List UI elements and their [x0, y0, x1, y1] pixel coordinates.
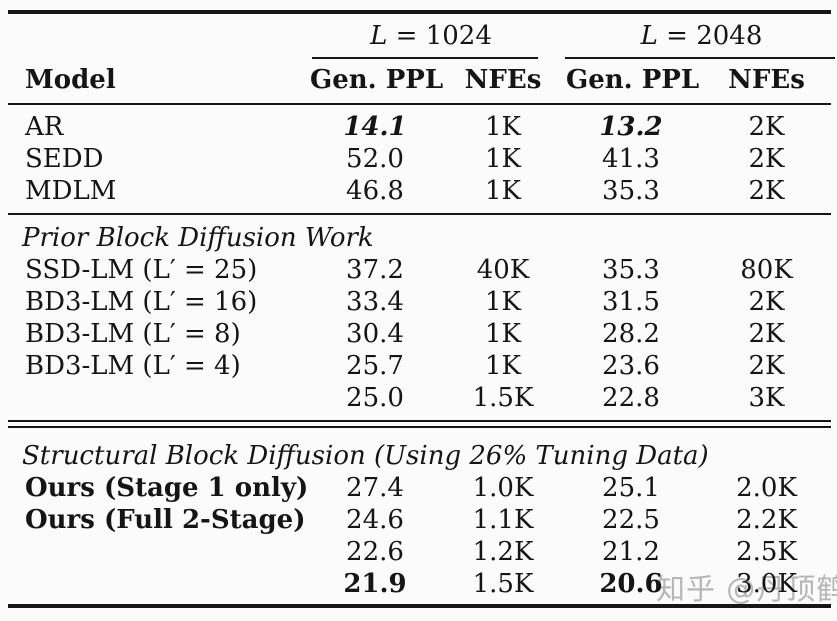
double-rule-lower	[8, 426, 831, 428]
cmidrule-l1024	[312, 57, 538, 59]
value-cell: 21.9	[343, 569, 407, 599]
table-section: Structural Block Diffusion (Using 26% Tu…	[0, 440, 837, 600]
value-cell: 24.6	[346, 505, 404, 535]
value-cell: 33.4	[346, 287, 404, 317]
column-group-l2048: L = 2048	[640, 21, 763, 51]
value-cell: 3.0K	[736, 569, 797, 599]
table-row: AR 14.1 1K 13.2 2K	[0, 111, 837, 143]
model-label: Ours (Full 2-Stage)	[25, 505, 306, 535]
value-cell: 22.6	[346, 537, 404, 567]
value-cell: 2K	[748, 287, 785, 317]
value-cell: 1.5K	[472, 383, 534, 413]
model-label: AR	[25, 112, 64, 142]
table-section: AR 14.1 1K 13.2 2K SEDD 52.0 1K 41.3 2K MDLM 46.8 1K…	[0, 111, 837, 207]
model-label: SEDD	[25, 144, 104, 174]
value-cell: 21.2	[602, 537, 660, 567]
value-cell: 25.1	[602, 473, 660, 503]
table-row: Ours (Full 2-Stage) 24.6 1.1K 22.5 2.2K	[0, 504, 837, 536]
table-row: BD3-LM (L′ = 8) 30.4 1K 28.2 2K	[0, 318, 837, 350]
value-cell: 1.0K	[472, 473, 534, 503]
value-cell: 46.8	[346, 176, 404, 206]
value-cell: 2K	[748, 144, 785, 174]
value-cell: 52.0	[346, 144, 404, 174]
value-cell: 3K	[748, 383, 785, 413]
value-cell: 35.3	[602, 176, 660, 206]
value-cell: 2K	[748, 176, 785, 206]
value-cell: 41.3	[602, 144, 660, 174]
value-cell: 40K	[476, 255, 530, 285]
value-cell: 22.5	[602, 505, 660, 535]
nfes-header-2: NFEs	[728, 65, 805, 95]
double-rule-upper	[8, 420, 831, 422]
table-row: Ours (Stage 1 only) 27.4 1.0K 25.1 2.0K	[0, 472, 837, 504]
model-label: Ours (Stage 1 only)	[25, 473, 309, 503]
value-cell: 80K	[740, 255, 793, 285]
value-cell: 1K	[485, 351, 521, 381]
value-cell: 2K	[748, 319, 785, 349]
cmidrule-l2048	[565, 57, 835, 59]
model-label	[0, 536, 310, 568]
value-cell: 1K	[485, 287, 521, 317]
header-rule	[8, 103, 831, 105]
model-label	[0, 382, 310, 414]
model-label: BD3-LM (L′ = 4)	[25, 351, 241, 381]
nfes-header-1: NFEs	[464, 65, 542, 95]
value-cell: 35.3	[602, 255, 660, 285]
section-title: Prior Block Diffusion Work	[22, 223, 374, 253]
value-cell: 28.2	[602, 319, 660, 349]
model-label: SSD-LM (L′ = 25)	[25, 255, 258, 285]
model-label: BD3-LM (L′ = 16)	[25, 287, 258, 317]
gen-ppl-header-2: Gen. PPL	[566, 65, 700, 95]
value-cell: 2.5K	[736, 537, 797, 567]
watermark: 知乎 @丹顶鹤	[656, 572, 837, 606]
value-cell: 2.2K	[736, 505, 797, 535]
value-cell: 30.4	[346, 319, 404, 349]
value-cell: 1.1K	[472, 505, 534, 535]
value-cell: 1K	[485, 176, 521, 206]
table-content: L = 1024 L = 2048 Model Gen. PPL NFEs Ge…	[0, 14, 837, 600]
midsection-rule	[8, 213, 831, 215]
table-body: AR 14.1 1K 13.2 2K SEDD 52.0 1K 41.3 2K MDLM 46.8 1K…	[0, 111, 837, 600]
value-cell: 1K	[485, 144, 521, 174]
table-row: BD3-LM (L′ = 4) 25.7 1K 23.6 2K	[0, 350, 837, 382]
value-cell: 14.1	[343, 112, 407, 142]
value-cell: 25.0	[346, 383, 404, 413]
model-label: BD3-LM (L′ = 8)	[25, 319, 241, 349]
model-column-header: Model	[25, 65, 116, 95]
value-cell: 27.4	[346, 473, 404, 503]
value-cell: 2K	[748, 351, 785, 381]
value-cell: 37.2	[346, 255, 404, 285]
value-cell: 2.0K	[736, 473, 797, 503]
value-cell: 25.7	[346, 351, 404, 381]
value-cell: 1K	[485, 319, 521, 349]
table-section: Prior Block Diffusion Work SSD-LM (L′ = 2…	[0, 222, 837, 414]
table-row: SSD-LM (L′ = 25) 37.2 40K 35.3 80K	[0, 254, 837, 286]
value-cell: 13.2	[599, 112, 663, 142]
table-row: MDLM 46.8 1K 35.3 2K	[0, 175, 837, 207]
value-cell: 1K	[485, 112, 521, 142]
value-cell: 2K	[748, 112, 785, 142]
table-row: 22.6 1.2K 21.2 2.5K	[0, 536, 837, 568]
value-cell: 1.2K	[472, 537, 534, 567]
column-header-row: Model Gen. PPL NFEs Gen. PPL NFEs	[0, 58, 837, 103]
value-cell: 1.5K	[472, 569, 534, 599]
section-title: Structural Block Diffusion (Using 26% Tu…	[22, 441, 709, 471]
gen-ppl-header-1: Gen. PPL	[310, 65, 444, 95]
value-cell: 20.6	[599, 569, 663, 599]
column-group-row: L = 1024 L = 2048	[0, 14, 837, 58]
column-group-l1024: L = 1024	[370, 21, 492, 51]
table-row: 21.9 1.5K 20.6 3.0K	[0, 568, 837, 600]
table-row: 25.0 1.5K 22.8 3K	[0, 382, 837, 414]
spacer-cell	[0, 14, 310, 58]
model-label	[0, 568, 310, 600]
table-row: BD3-LM (L′ = 16) 33.4 1K 31.5 2K	[0, 286, 837, 318]
table-bottom-rule	[8, 604, 831, 608]
table-row: SEDD 52.0 1K 41.3 2K	[0, 143, 837, 175]
model-label: MDLM	[25, 176, 117, 206]
value-cell: 22.8	[602, 383, 660, 413]
table-top-rule	[8, 10, 831, 14]
value-cell: 23.6	[602, 351, 660, 381]
value-cell: 31.5	[602, 287, 660, 317]
